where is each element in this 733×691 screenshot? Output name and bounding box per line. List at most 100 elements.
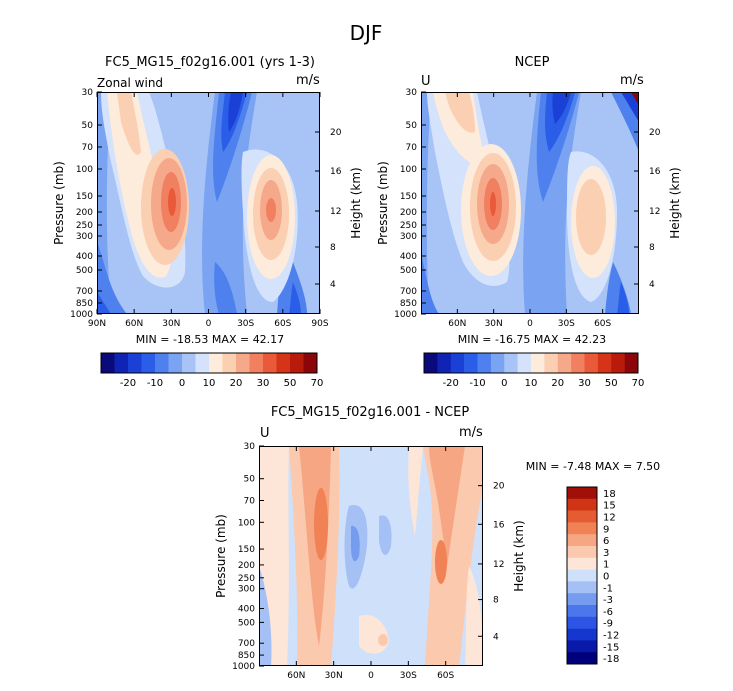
field-contour [552, 92, 571, 124]
field-contour [379, 515, 392, 556]
colorbar-swatch [567, 546, 597, 559]
colorbar-label: 18 [603, 489, 616, 500]
colorbar-swatch [490, 353, 505, 373]
model-ytick-label: 1000 [70, 310, 93, 320]
ncep-ytick-label: 400 [400, 252, 417, 262]
panel-difference-stats: MIN = -7.48 MAX = 7.50 [526, 460, 660, 473]
colorbar-label: -10 [469, 378, 485, 389]
diff-y2tick-label: 8 [493, 596, 499, 606]
colorbar-swatch [290, 353, 304, 373]
field-contour [421, 252, 439, 314]
field-contour [378, 634, 388, 646]
field-contour [351, 525, 360, 562]
colorbar-swatch [567, 569, 597, 582]
colorbar-swatch [128, 353, 142, 373]
diff-ytick-label: 500 [238, 618, 255, 628]
field-contour [168, 188, 176, 216]
model-ytick-label: 300 [76, 232, 93, 242]
diff-xtick-label: 30N [325, 671, 343, 681]
colorbar-label: 0 [501, 378, 507, 389]
ncep-y2tick-label: 8 [649, 243, 655, 253]
model-ytick-label: 50 [82, 121, 94, 131]
model-y2tick-label: 4 [330, 280, 336, 290]
colorbar-swatch [567, 605, 597, 618]
ncep-y2tick-label: 12 [649, 207, 660, 217]
model-y2tick-label: 20 [330, 128, 342, 138]
model-ytick-label: 850 [76, 299, 93, 309]
colorbar-swatch [141, 353, 156, 373]
panel-model-field [97, 92, 320, 314]
ncep-y2tick-label: 4 [649, 280, 655, 290]
panel-ncep-units: m/s [620, 73, 644, 88]
ncep-y2label: Height (km) [668, 167, 682, 238]
colorbar-label: 20 [230, 378, 243, 389]
panel-difference-left-label: U [260, 426, 270, 441]
diff-xtick-label: 0 [368, 671, 374, 681]
ncep-ytick-label: 500 [400, 266, 417, 276]
figure-title: DJF [350, 21, 383, 45]
model-ytick-label: 30 [82, 88, 94, 98]
model-ytick-label: 150 [76, 192, 93, 202]
panel-ncep-left-label: U [421, 74, 431, 89]
ncep-y2tick-label: 20 [649, 128, 661, 138]
model-ytick-label: 500 [76, 266, 93, 276]
colorbar-label: 50 [605, 378, 618, 389]
field-contour [576, 179, 606, 255]
colorbar-swatch [567, 534, 597, 547]
ncep-ylabel: Pressure (mb) [376, 161, 390, 245]
colorbar-label: -20 [120, 378, 136, 389]
panel-model-stats: MIN = -18.53 MAX = 42.17 [136, 333, 284, 346]
field-contour [266, 198, 276, 222]
colorbar-swatch [567, 593, 597, 606]
colorbar-swatch [222, 353, 237, 373]
colorbar-swatch [517, 353, 532, 373]
diff-xtick-label: 60N [287, 671, 305, 681]
colorbar-label: 50 [284, 378, 297, 389]
panel-model-left-label: Zonal wind [97, 76, 163, 90]
colorbar-swatch [182, 353, 196, 373]
colorbar-swatch [567, 640, 597, 653]
field-contour [314, 488, 328, 560]
colorbar-frame [100, 352, 318, 374]
diff-ytick-label: 700 [238, 639, 255, 649]
colorbar-swatch [437, 353, 452, 373]
colorbar-swatch [249, 353, 264, 373]
colorbar-label: -9 [603, 619, 613, 630]
field-contour [490, 192, 496, 216]
colorbar-label: 0 [179, 378, 185, 389]
field-contour [97, 242, 127, 314]
ncep-ytick-label: 250 [400, 221, 417, 231]
field-contour [117, 92, 141, 155]
model-y2tick-label: 8 [330, 243, 336, 253]
ncep-ytick-label: 200 [400, 208, 417, 218]
field-contour [289, 282, 301, 314]
colorbar-swatch [114, 353, 129, 373]
colorbar-label: 3 [603, 548, 609, 559]
panel-ncep-stats: MIN = -16.75 MAX = 42.23 [458, 333, 606, 346]
diff-y2tick-label: 4 [493, 632, 499, 642]
colorbar-model: -20 -10 0 10 20 30 50 70 [100, 352, 323, 389]
diff-ytick-label: 50 [244, 475, 256, 485]
model-ylabel: Pressure (mb) [52, 161, 66, 245]
model-y2tick-label: 16 [330, 167, 342, 177]
diff-ylabel: Pressure (mb) [214, 514, 228, 598]
ncep-xtick-label: 0 [527, 319, 533, 329]
colorbar-label: -1 [603, 583, 613, 594]
colorbar-swatch [567, 510, 597, 523]
colorbar-swatch [597, 353, 612, 373]
diff-ytick-label: 300 [238, 585, 255, 595]
panel-ncep: NCEP U m/s [376, 55, 682, 346]
colorbar-swatch [567, 616, 597, 629]
colorbar-swatch [236, 353, 250, 373]
colorbar-label: 15 [603, 501, 616, 512]
panel-model: FC5_MG15_f02g16.001 (yrs 1-3) Zonal wind… [52, 55, 363, 346]
ncep-ytick-label: 300 [400, 232, 417, 242]
diff-ytick-label: 400 [238, 605, 255, 615]
colorbar-swatch [567, 557, 597, 570]
field-contour [621, 92, 639, 122]
field-contour [429, 446, 465, 566]
model-xtick-label: 0 [206, 319, 212, 329]
